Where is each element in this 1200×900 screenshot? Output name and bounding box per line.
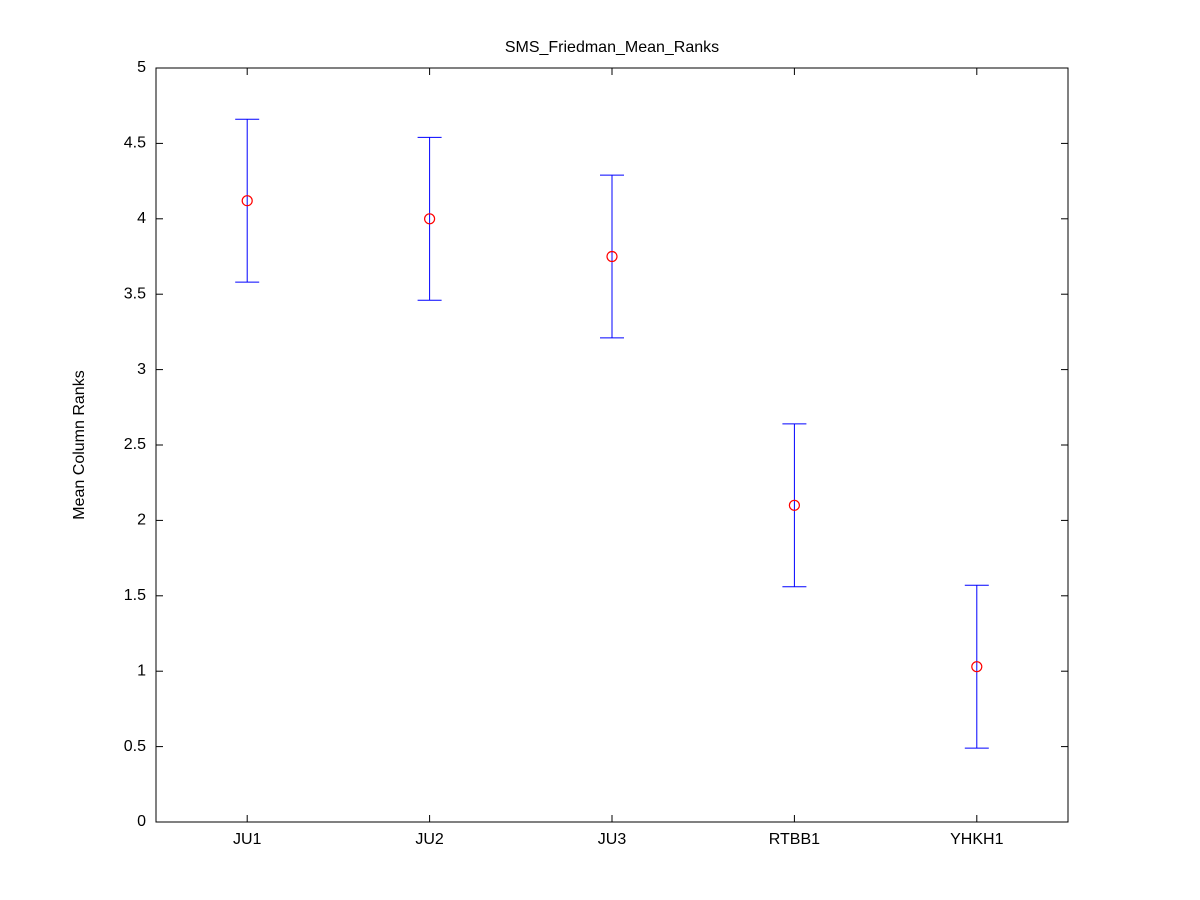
errorbar-point bbox=[235, 119, 259, 282]
x-tick-label: JU2 bbox=[415, 831, 444, 848]
y-tick-label: 4.5 bbox=[124, 135, 146, 152]
x-tick-label: JU3 bbox=[598, 831, 627, 848]
x-tick-label: YHKH1 bbox=[950, 831, 1003, 848]
y-tick-label: 0.5 bbox=[124, 738, 146, 755]
errorbar-point bbox=[782, 424, 806, 587]
y-tick-label: 3 bbox=[137, 361, 146, 378]
y-tick-label: 3.5 bbox=[124, 285, 146, 302]
y-tick-label: 2.5 bbox=[124, 436, 146, 453]
errorbar-point bbox=[418, 137, 442, 300]
y-tick-label: 4 bbox=[137, 210, 146, 227]
y-tick-label: 2 bbox=[137, 512, 146, 529]
y-tick-label: 1.5 bbox=[124, 587, 146, 604]
x-tick-label: JU1 bbox=[233, 831, 262, 848]
y-tick-label: 0 bbox=[137, 813, 146, 830]
x-tick-label: RTBB1 bbox=[769, 831, 820, 848]
y-tick-label: 5 bbox=[137, 59, 146, 76]
y-axis-label: Mean Column Ranks bbox=[71, 370, 88, 519]
chart-title: SMS_Friedman_Mean_Ranks bbox=[505, 39, 719, 56]
errorbar-point bbox=[600, 175, 624, 338]
y-tick-label: 1 bbox=[137, 662, 146, 679]
errorbar-point bbox=[965, 585, 989, 748]
chart: 0 0.5 1 1.5 2 2.5 3 3.5 4 4.5 5 JU1 JU2 JU3 RTBB1 YHKH1… bbox=[0, 0, 1200, 900]
